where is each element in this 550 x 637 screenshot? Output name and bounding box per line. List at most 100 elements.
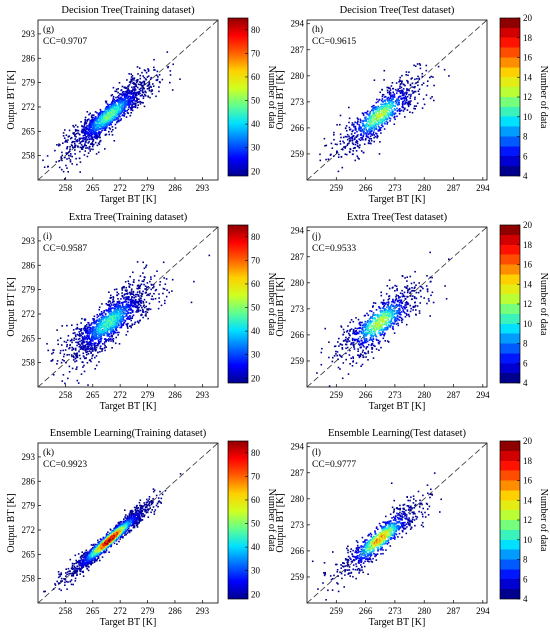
data-point — [71, 349, 73, 351]
data-point — [373, 140, 375, 143]
data-point — [108, 300, 110, 302]
data-point — [123, 101, 125, 103]
data-point — [108, 309, 110, 312]
data-point — [93, 348, 95, 351]
data-point — [127, 92, 130, 95]
data-point — [126, 289, 128, 291]
data-point — [65, 153, 68, 155]
data-point — [416, 78, 418, 80]
data-point — [133, 303, 136, 306]
data-point — [138, 67, 141, 69]
data-point — [139, 95, 142, 97]
data-point — [374, 113, 376, 115]
data-point — [78, 343, 80, 345]
data-point — [108, 291, 110, 293]
data-point — [403, 99, 406, 101]
data-point — [380, 346, 382, 349]
data-point — [368, 320, 370, 323]
data-point — [409, 291, 412, 294]
data-point — [89, 338, 91, 340]
data-point — [381, 333, 383, 335]
data-point — [393, 112, 395, 115]
data-point — [117, 314, 120, 317]
data-point — [370, 328, 373, 331]
data-point — [87, 345, 90, 348]
data-point — [108, 130, 110, 133]
data-point — [123, 114, 125, 117]
data-point — [84, 144, 86, 147]
data-point — [401, 106, 403, 108]
data-point — [373, 107, 375, 109]
data-point — [85, 331, 87, 334]
data-point — [92, 140, 94, 143]
data-point — [360, 133, 363, 135]
data-point — [68, 365, 71, 368]
data-point — [352, 329, 355, 331]
data-point — [96, 325, 99, 328]
data-point — [383, 303, 386, 305]
data-point — [97, 135, 100, 138]
data-point — [116, 312, 119, 314]
data-point — [387, 302, 390, 304]
data-point — [378, 307, 381, 309]
data-point — [79, 142, 82, 144]
data-point — [90, 115, 93, 117]
data-point — [79, 335, 81, 337]
data-point — [373, 126, 375, 128]
data-point — [117, 306, 119, 308]
data-point — [89, 122, 91, 124]
data-point — [380, 126, 383, 129]
data-point — [154, 289, 157, 292]
data-point — [349, 349, 351, 352]
data-point — [139, 100, 141, 103]
data-point — [398, 90, 401, 93]
cc-value: CC=0.9587 — [43, 244, 87, 254]
data-point — [148, 86, 150, 89]
data-point — [61, 359, 64, 361]
data-point — [364, 323, 367, 325]
data-point — [142, 290, 144, 293]
data-point — [121, 320, 124, 322]
data-point — [85, 336, 88, 339]
data-point — [87, 332, 89, 335]
data-point — [107, 338, 110, 340]
data-point — [98, 326, 100, 329]
data-point — [114, 103, 117, 105]
data-point — [355, 139, 358, 142]
data-point — [372, 312, 375, 314]
data-point — [145, 91, 147, 94]
data-point — [324, 327, 326, 330]
x-tick-label: 287 — [447, 390, 461, 400]
data-point — [129, 292, 132, 295]
data-point — [119, 302, 121, 304]
data-point — [110, 296, 112, 299]
data-point — [120, 325, 123, 328]
data-point — [104, 128, 106, 131]
data-point — [143, 267, 146, 270]
data-point — [339, 143, 342, 145]
data-point — [127, 98, 129, 100]
data-point — [388, 101, 390, 104]
data-point — [125, 103, 128, 106]
data-point — [152, 287, 154, 289]
data-point — [121, 287, 123, 290]
data-point — [113, 315, 116, 317]
data-point — [105, 340, 107, 343]
data-point — [66, 158, 68, 160]
data-point — [407, 105, 410, 108]
data-point — [91, 119, 94, 122]
data-point — [69, 160, 72, 163]
data-point — [89, 129, 91, 131]
data-point — [401, 80, 403, 82]
data-point — [335, 353, 337, 355]
data-point — [343, 142, 345, 144]
data-point — [416, 63, 419, 65]
data-point — [392, 305, 394, 308]
data-point — [385, 120, 387, 123]
data-point — [77, 382, 80, 384]
data-point — [399, 76, 401, 79]
data-point — [122, 301, 124, 304]
data-point — [151, 295, 153, 298]
data-point — [367, 142, 370, 144]
data-point — [121, 85, 124, 88]
